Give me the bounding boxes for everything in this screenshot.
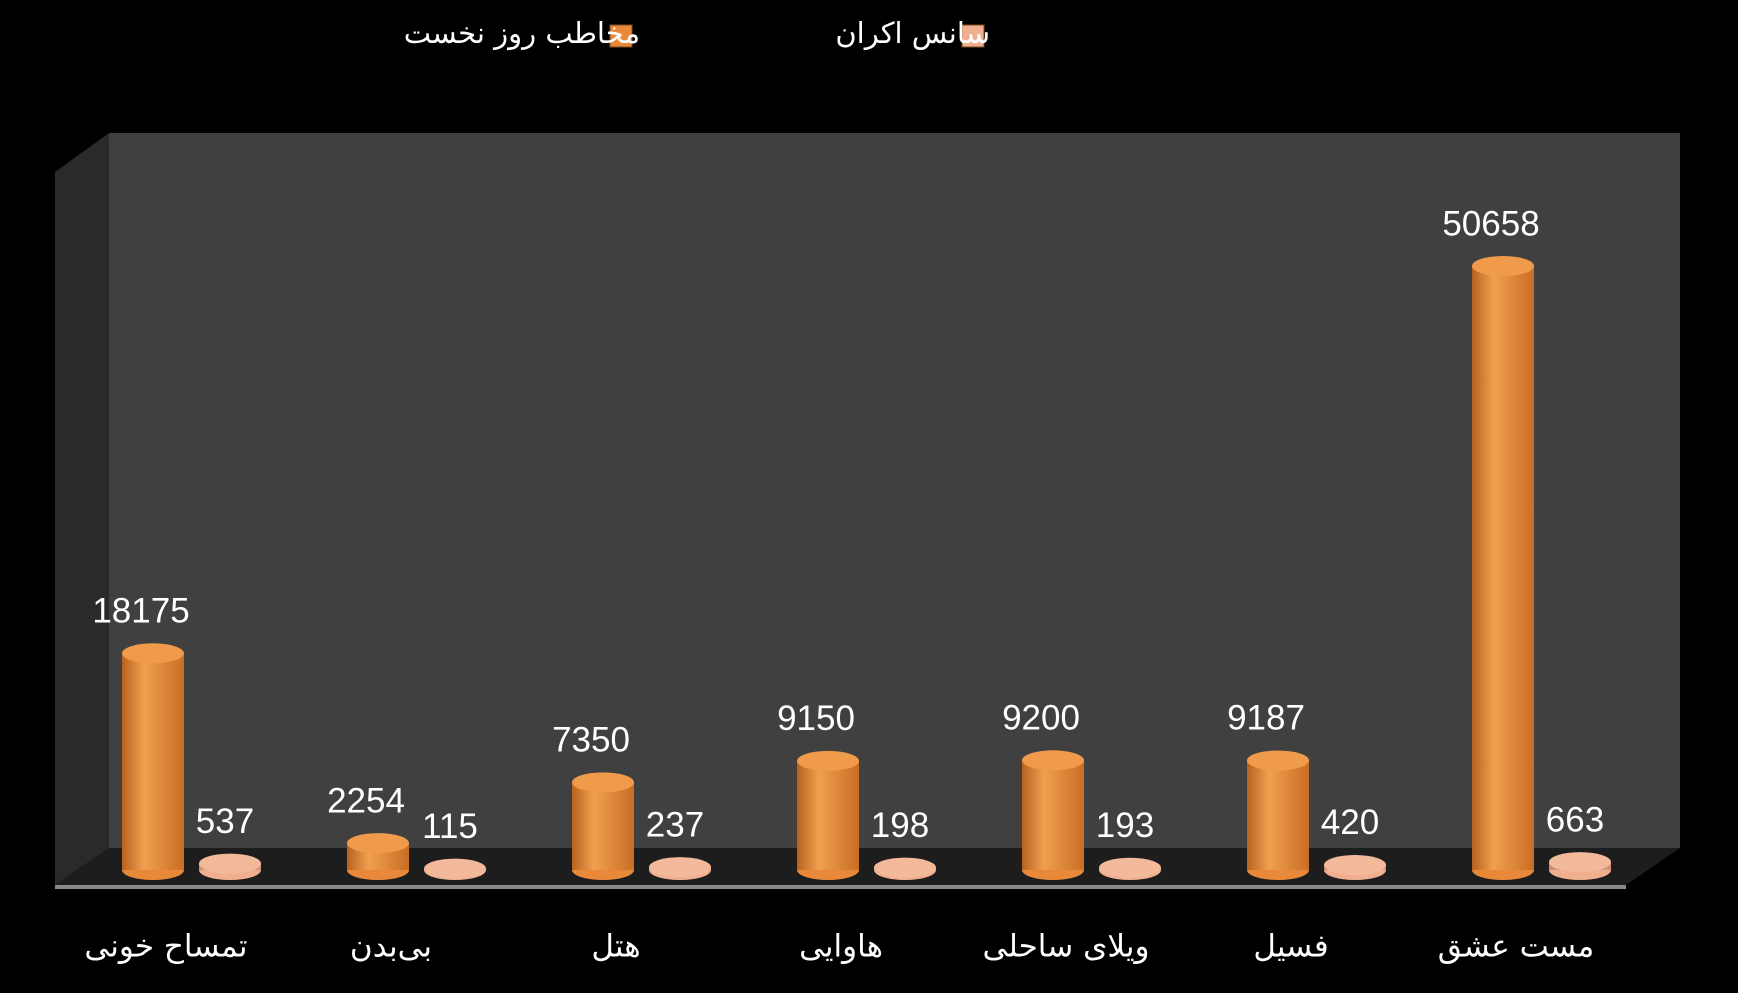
bar-body: [1247, 760, 1309, 870]
bar-top: [1324, 854, 1386, 875]
legend: مخاطب روز نخست سانس اکران: [404, 16, 990, 50]
x-tick-label: هتل: [591, 929, 640, 965]
floor: [55, 848, 1680, 885]
bar: [1247, 750, 1309, 880]
bar: [122, 643, 184, 880]
value-label: 193: [1096, 806, 1154, 845]
bar: [1549, 852, 1611, 880]
floor-edge: [55, 885, 1626, 889]
value-label: 237: [646, 805, 704, 844]
bar: [874, 857, 936, 880]
bar: [1324, 854, 1386, 880]
value-label: 18175: [92, 592, 189, 631]
bar-body: [122, 653, 184, 870]
value-label: 115: [422, 807, 478, 846]
x-tick-label: ویلای ساحلی: [983, 929, 1150, 965]
value-label: 7350: [552, 721, 630, 760]
value-label: 663: [1546, 800, 1604, 839]
bar: [347, 833, 409, 880]
value-label: 9187: [1227, 699, 1305, 738]
legend-label: سانس اکران: [835, 16, 990, 50]
bar: [572, 772, 634, 880]
x-tick-label: فسیل: [1253, 929, 1328, 965]
value-label: 420: [1321, 803, 1379, 842]
bar-top: [1549, 852, 1611, 873]
bar-top: [572, 772, 634, 793]
back-wall: [109, 133, 1680, 848]
value-label: 9200: [1002, 699, 1080, 738]
bar-top: [649, 857, 711, 878]
value-label: 50658: [1442, 204, 1539, 243]
bar-body: [1472, 266, 1534, 870]
bar-body: [797, 760, 859, 870]
bar-body: [1022, 760, 1084, 870]
bar-body: [572, 782, 634, 870]
bar: [1022, 750, 1084, 880]
x-tick-label: تمساح خونی: [84, 929, 247, 965]
legend-swatch: [961, 24, 985, 48]
value-label: 2254: [327, 781, 405, 820]
bar: [1472, 256, 1534, 880]
legend-label: مخاطب روز نخست: [404, 16, 640, 50]
value-label: 198: [871, 806, 929, 845]
value-label: 9150: [777, 699, 855, 738]
bar-top: [424, 858, 486, 879]
bar: [199, 853, 261, 880]
bar-top: [874, 857, 936, 878]
side-wall: [55, 133, 109, 885]
bar-top: [1472, 256, 1534, 276]
x-tick-label: مست عشق: [1438, 929, 1595, 965]
bar-top: [347, 833, 409, 854]
plot: 18175 537 تمساح خونی 2254 115 بی‌بدن 7350 237 هت…: [84, 204, 1611, 965]
x-tick-label: هاوایی: [799, 929, 883, 965]
bar: [649, 857, 711, 880]
value-label: 537: [196, 802, 254, 841]
bar: [1099, 857, 1161, 880]
bar: [797, 750, 859, 880]
bar-top: [1022, 750, 1084, 771]
bar: [424, 858, 486, 880]
bar-top: [797, 750, 859, 771]
bar-top: [1247, 750, 1309, 771]
bar-top: [199, 853, 261, 874]
bar-top: [122, 643, 184, 664]
x-tick-label: بی‌بدن: [350, 929, 432, 965]
legend-swatch: [609, 24, 633, 48]
bar-top: [1099, 857, 1161, 878]
